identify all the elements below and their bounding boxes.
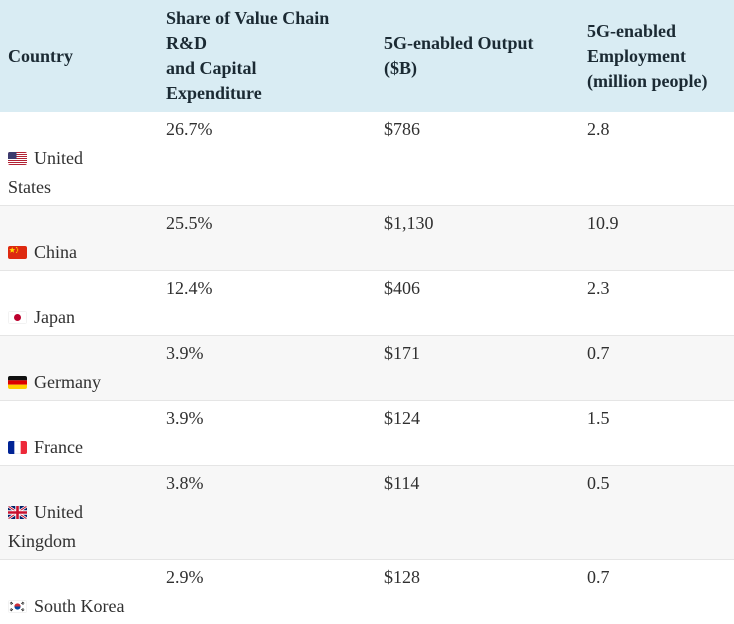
column-header-country: Country — [0, 0, 158, 112]
header-row: Country Share of Value Chain R&D and Cap… — [0, 0, 734, 112]
table-header: Country Share of Value Chain R&D and Cap… — [0, 0, 734, 112]
column-header-employment: 5G-enabled Employment (million people) — [579, 0, 734, 112]
column-header-share: Share of Value Chain R&D and Capital Exp… — [158, 0, 376, 112]
uk-flag-icon — [8, 506, 27, 519]
share-cell: 12.4% — [158, 271, 376, 336]
employment-cell: 10.9 — [579, 206, 734, 271]
country-label: Japan — [34, 307, 75, 327]
output-cell: $124 — [376, 401, 579, 466]
output-cell: $171 — [376, 336, 579, 401]
employment-cell: 1.5 — [579, 401, 734, 466]
country-label: South Korea — [34, 596, 124, 616]
employment-cell: 2.3 — [579, 271, 734, 336]
country-label: China — [34, 242, 77, 262]
table-row-japan: Japan 12.4% $406 2.3 — [0, 271, 734, 336]
country-cell: France — [0, 401, 158, 466]
south-korea-flag-icon — [8, 600, 27, 613]
share-cell: 3.9% — [158, 336, 376, 401]
us-flag-icon — [8, 152, 27, 165]
output-cell: $406 — [376, 271, 579, 336]
output-cell: $114 — [376, 466, 579, 560]
country-cell: United States — [0, 112, 158, 206]
france-flag-icon — [8, 441, 27, 454]
country-label: France — [34, 437, 83, 457]
share-cell: 26.7% — [158, 112, 376, 206]
japan-flag-icon — [8, 311, 27, 324]
column-header-output: 5G-enabled Output ($B) — [376, 0, 579, 112]
output-cell: $1,130 — [376, 206, 579, 271]
country-cell: United Kingdom — [0, 466, 158, 560]
country-cell: China — [0, 206, 158, 271]
country-label: Germany — [34, 372, 101, 392]
output-cell: $786 — [376, 112, 579, 206]
share-cell: 3.8% — [158, 466, 376, 560]
germany-flag-icon — [8, 376, 27, 389]
country-cell: South Korea — [0, 560, 158, 624]
employment-cell: 2.8 — [579, 112, 734, 206]
table-row-south-korea: South Korea 2.9% $128 0.7 — [0, 560, 734, 624]
table-row-united-kingdom: United Kingdom 3.8% $114 0.5 — [0, 466, 734, 560]
employment-cell: 0.7 — [579, 336, 734, 401]
employment-cell: 0.5 — [579, 466, 734, 560]
share-cell: 25.5% — [158, 206, 376, 271]
country-cell: Japan — [0, 271, 158, 336]
employment-cell: 0.7 — [579, 560, 734, 624]
china-flag-icon — [8, 246, 27, 259]
table-row-united-states: United States 26.7% $786 2.8 — [0, 112, 734, 206]
table-row-germany: Germany 3.9% $171 0.7 — [0, 336, 734, 401]
share-cell: 2.9% — [158, 560, 376, 624]
table-row-china: China 25.5% $1,130 10.9 — [0, 206, 734, 271]
output-cell: $128 — [376, 560, 579, 624]
table-row-france: France 3.9% $124 1.5 — [0, 401, 734, 466]
country-cell: Germany — [0, 336, 158, 401]
share-cell: 3.9% — [158, 401, 376, 466]
